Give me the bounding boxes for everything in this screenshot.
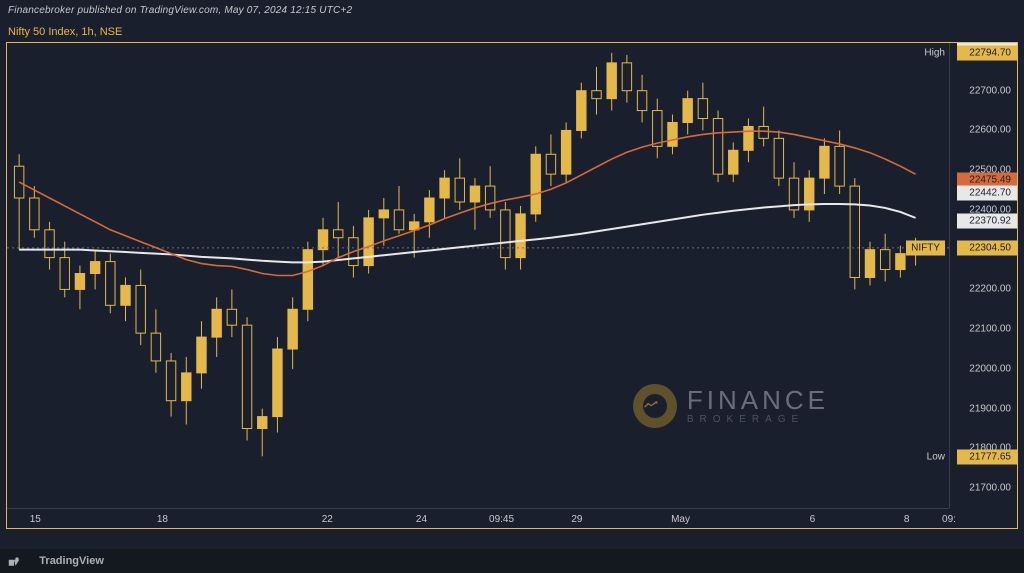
chart-plot-area[interactable]: FINANCE BROKERAGE (7, 43, 949, 508)
time-tick: 18 (157, 514, 168, 525)
time-tick: 09: (942, 514, 956, 525)
price-label: 22304.50 (957, 240, 1017, 255)
time-tick: 09:45 (489, 514, 514, 525)
time-tick: May (671, 514, 690, 525)
time-tick: 15 (30, 514, 41, 525)
price-side-tag: Low (927, 452, 945, 463)
time-tick: 22 (322, 514, 333, 525)
time-tick: 24 (416, 514, 427, 525)
time-tick: 8 (904, 514, 910, 525)
candlestick-svg (7, 43, 949, 508)
price-tick: 22100.00 (969, 324, 1011, 335)
time-axis[interactable]: 1518222409:4529May6809: (7, 508, 949, 528)
price-side-tag: High (924, 48, 945, 59)
price-label: 22370.92 (957, 214, 1017, 229)
price-tick: 22700.00 (969, 85, 1011, 96)
price-tick: 22200.00 (969, 284, 1011, 295)
chart-container[interactable]: FINANCE BROKERAGE INR 21700.0021800.0021… (6, 42, 1018, 529)
price-label: 22794.70 (957, 46, 1017, 61)
price-label: 22442.70 (957, 185, 1017, 200)
price-tick: 22000.00 (969, 363, 1011, 374)
symbol-label: Nifty 50 Index, 1h, NSE (8, 26, 122, 38)
time-tick: 6 (810, 514, 816, 525)
price-tick: 22600.00 (969, 125, 1011, 136)
tradingview-logo-icon (8, 555, 20, 567)
price-label: 21777.65 (957, 450, 1017, 465)
tradingview-brand: TradingView (24, 555, 104, 567)
publish-info: Financebroker published on TradingView.c… (8, 5, 352, 16)
price-axis[interactable]: INR 21700.0021800.0021900.0022000.002210… (949, 43, 1017, 508)
price-side-tag: NIFTY (906, 240, 945, 255)
price-tick: 21900.00 (969, 403, 1011, 414)
price-tick: 21700.00 (969, 483, 1011, 494)
time-tick: 29 (571, 514, 582, 525)
footer-bar: TradingView (0, 549, 1024, 573)
